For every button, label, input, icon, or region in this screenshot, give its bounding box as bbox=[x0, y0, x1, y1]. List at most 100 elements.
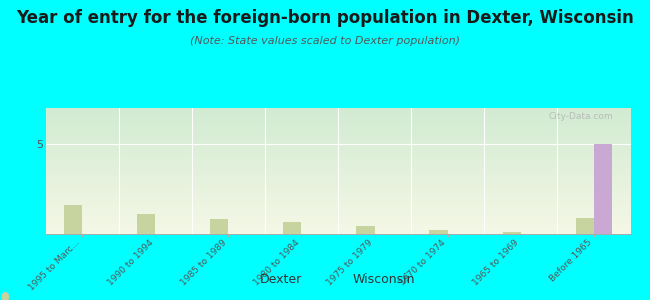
Bar bbox=[46, 126, 630, 127]
Bar bbox=[46, 219, 630, 220]
Bar bbox=[46, 143, 630, 144]
Bar bbox=[46, 132, 630, 133]
Bar bbox=[46, 157, 630, 158]
Bar bbox=[46, 192, 630, 193]
Bar bbox=[46, 203, 630, 204]
Bar bbox=[46, 173, 630, 174]
Bar bbox=[46, 182, 630, 183]
Bar bbox=[46, 214, 630, 215]
Bar bbox=[46, 155, 630, 156]
Bar bbox=[46, 187, 630, 188]
Bar bbox=[46, 163, 630, 164]
Bar bbox=[46, 200, 630, 201]
Bar bbox=[46, 218, 630, 219]
Bar bbox=[46, 224, 630, 225]
Bar bbox=[46, 181, 630, 182]
Bar bbox=[46, 154, 630, 155]
Bar bbox=[46, 164, 630, 165]
Text: City-Data.com: City-Data.com bbox=[549, 112, 613, 121]
Bar bbox=[46, 185, 630, 186]
Bar bbox=[46, 149, 630, 150]
Bar bbox=[502, 232, 521, 234]
Bar bbox=[356, 226, 374, 234]
Bar bbox=[46, 193, 630, 194]
Bar bbox=[46, 206, 630, 207]
Bar bbox=[283, 222, 302, 234]
Bar bbox=[46, 129, 630, 130]
Bar bbox=[46, 226, 630, 227]
Bar bbox=[46, 217, 630, 218]
Bar bbox=[46, 232, 630, 233]
Bar bbox=[46, 139, 630, 140]
Bar bbox=[46, 158, 630, 159]
Bar bbox=[46, 140, 630, 141]
Bar bbox=[46, 172, 630, 173]
Text: (Note: State values scaled to Dexter population): (Note: State values scaled to Dexter pop… bbox=[190, 36, 460, 46]
Bar bbox=[46, 191, 630, 192]
Bar bbox=[46, 221, 630, 222]
Bar bbox=[46, 179, 630, 180]
Bar bbox=[46, 220, 630, 221]
Bar bbox=[46, 123, 630, 124]
Bar bbox=[430, 230, 448, 234]
Bar bbox=[46, 225, 630, 226]
Bar bbox=[46, 168, 630, 169]
Bar bbox=[46, 199, 630, 200]
Bar bbox=[46, 205, 630, 206]
Bar bbox=[64, 205, 82, 234]
Bar bbox=[46, 230, 630, 231]
Bar bbox=[46, 119, 630, 120]
Bar bbox=[46, 209, 630, 210]
Bar bbox=[46, 212, 630, 213]
Bar bbox=[46, 201, 630, 202]
Bar bbox=[46, 202, 630, 203]
Bar bbox=[46, 162, 630, 163]
Bar bbox=[46, 141, 630, 142]
Bar bbox=[46, 169, 630, 170]
Bar bbox=[46, 174, 630, 175]
Bar bbox=[46, 152, 630, 153]
Bar bbox=[46, 125, 630, 126]
Bar bbox=[46, 180, 630, 181]
Bar bbox=[46, 177, 630, 178]
Bar bbox=[46, 145, 630, 146]
Bar bbox=[46, 131, 630, 132]
Bar bbox=[46, 176, 630, 177]
Bar bbox=[210, 219, 228, 234]
Bar bbox=[46, 124, 630, 125]
Bar bbox=[46, 197, 630, 198]
Bar bbox=[46, 137, 630, 138]
Bar bbox=[46, 211, 630, 212]
Bar bbox=[46, 133, 630, 134]
Bar bbox=[46, 222, 630, 223]
Bar bbox=[46, 146, 630, 147]
Bar bbox=[46, 171, 630, 172]
Legend: Dexter, Wisconsin: Dexter, Wisconsin bbox=[230, 268, 420, 291]
Bar bbox=[46, 195, 630, 196]
Bar bbox=[46, 167, 630, 168]
Bar bbox=[46, 184, 630, 185]
Bar bbox=[46, 156, 630, 157]
Bar bbox=[46, 120, 630, 121]
Bar bbox=[46, 229, 630, 230]
Bar bbox=[46, 161, 630, 162]
Bar bbox=[46, 186, 630, 187]
Bar bbox=[46, 153, 630, 154]
Bar bbox=[46, 116, 630, 117]
Bar bbox=[46, 213, 630, 214]
Bar bbox=[46, 108, 630, 109]
Bar bbox=[46, 183, 630, 184]
Bar bbox=[46, 160, 630, 161]
Bar bbox=[46, 148, 630, 149]
Bar bbox=[46, 204, 630, 205]
Bar bbox=[46, 134, 630, 135]
Bar bbox=[46, 194, 630, 195]
Text: Year of entry for the foreign-born population in Dexter, Wisconsin: Year of entry for the foreign-born popul… bbox=[16, 9, 634, 27]
Bar bbox=[46, 196, 630, 197]
Bar bbox=[46, 147, 630, 148]
Bar bbox=[46, 165, 630, 166]
Bar bbox=[46, 207, 630, 208]
Bar bbox=[594, 144, 612, 234]
Bar bbox=[46, 138, 630, 139]
Bar bbox=[46, 115, 630, 116]
